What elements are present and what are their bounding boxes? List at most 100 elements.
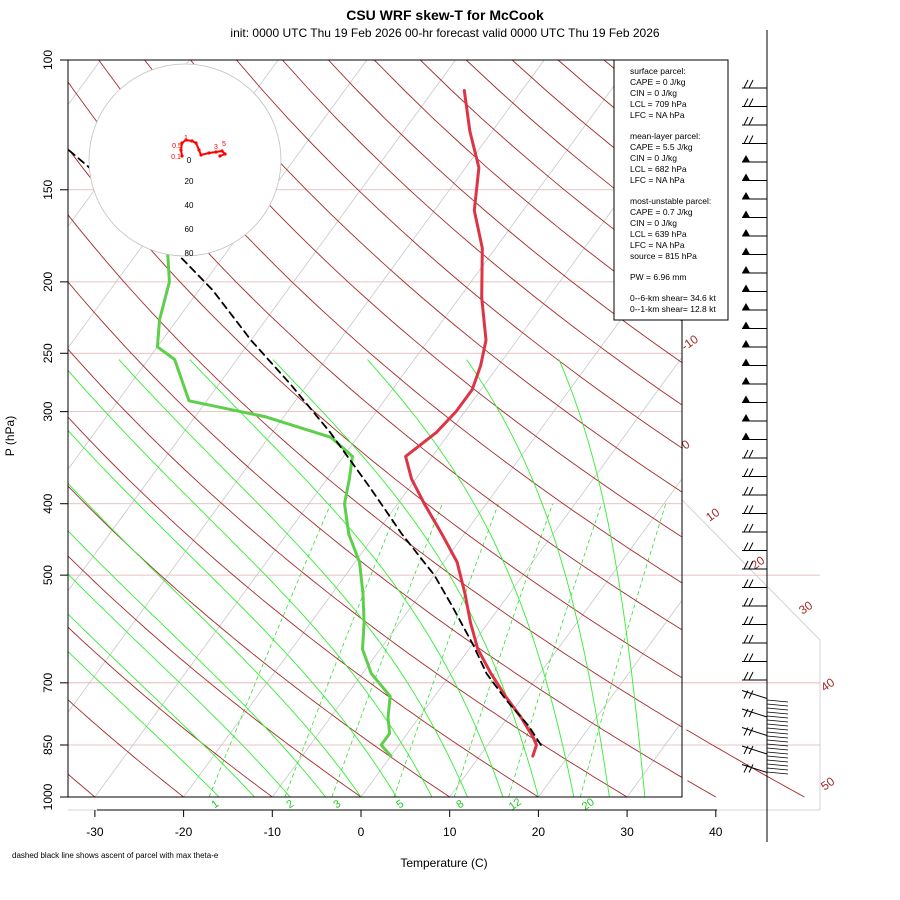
barb-pennant bbox=[742, 266, 750, 273]
hodograph-ring bbox=[88, 63, 282, 257]
info-shear-1: 0--1-km shear= 12.8 kt bbox=[630, 304, 716, 314]
barb-flag bbox=[743, 708, 749, 718]
wind-barb bbox=[742, 377, 767, 385]
barb-flag bbox=[743, 79, 749, 89]
moist-adiabat bbox=[118, 359, 468, 797]
hodograph-point-label: 0.1 bbox=[171, 154, 181, 161]
wind-barb bbox=[742, 671, 767, 681]
barb-flag bbox=[748, 116, 754, 126]
info-mu-5: source = 815 hPa bbox=[630, 251, 697, 261]
dry-adiabat-extension bbox=[686, 729, 805, 798]
wind-barb bbox=[741, 690, 768, 699]
barb-pennant bbox=[742, 229, 750, 236]
barb-pennant bbox=[742, 210, 750, 218]
barb-staff bbox=[741, 727, 768, 736]
mixing-ratio-line bbox=[284, 503, 401, 797]
barb-dense bbox=[766, 719, 789, 723]
moist-adiabat bbox=[68, 429, 397, 797]
wind-barb bbox=[742, 616, 767, 625]
wind-barb bbox=[742, 634, 767, 644]
hodograph-point bbox=[194, 141, 198, 145]
wind-barb bbox=[742, 358, 767, 366]
wind-barb bbox=[742, 468, 767, 477]
barb-dense bbox=[766, 739, 789, 743]
wind-barb bbox=[742, 247, 767, 255]
parcel-info-box: surface parcel: CAPE = 0 J/kg CIN = 0 J/… bbox=[613, 59, 729, 321]
barb-flag bbox=[743, 135, 749, 144]
chart-subtitle: init: 0000 UTC Thu 19 Feb 2026 00-hr for… bbox=[230, 26, 659, 40]
dewpoint-profile-line bbox=[155, 246, 393, 758]
barb-pennant bbox=[742, 358, 750, 366]
wind-barb bbox=[742, 542, 767, 551]
info-mu-3: LCL = 639 hPa bbox=[630, 229, 687, 239]
hodograph: 20 40 60 80 0 10.5 0.1 3 5 bbox=[88, 63, 282, 258]
barb-dense bbox=[766, 771, 789, 775]
barb-flag bbox=[748, 597, 754, 607]
moist-adiabat bbox=[68, 530, 326, 797]
x-tick-label: -30 bbox=[86, 825, 104, 839]
barb-dense bbox=[766, 759, 789, 763]
barb-flag bbox=[743, 505, 749, 514]
info-surface-3: LCL = 709 hPa bbox=[630, 99, 687, 109]
barb-dense bbox=[766, 735, 789, 739]
barb-flag bbox=[748, 98, 754, 107]
hodograph-ring-label: 80 bbox=[185, 249, 194, 258]
wind-barb bbox=[742, 449, 767, 459]
info-mean-layer-0: mean-layer parcel: bbox=[630, 131, 700, 141]
barb-dense bbox=[766, 727, 789, 731]
barb-dense bbox=[766, 715, 789, 719]
hodograph-point bbox=[199, 153, 203, 157]
dry-adiabat bbox=[68, 147, 682, 679]
y-tick-label: 100 bbox=[41, 50, 55, 70]
moist-adiabat bbox=[68, 482, 362, 797]
hodograph-point bbox=[179, 148, 183, 152]
wind-barb bbox=[742, 210, 767, 218]
mixing-ratio-label: 12 bbox=[507, 796, 524, 813]
barb-flag bbox=[748, 634, 754, 644]
barb-flag bbox=[743, 653, 749, 662]
barb-flag bbox=[748, 523, 754, 533]
info-surface-4: LFC = NA hPa bbox=[630, 110, 685, 120]
mixing-ratio-label: 5 bbox=[394, 798, 406, 811]
wind-barb bbox=[742, 135, 767, 144]
barb-flag bbox=[748, 560, 754, 570]
barb-dense bbox=[766, 743, 789, 747]
dry-adiabat bbox=[68, 281, 682, 778]
wind-barb bbox=[741, 708, 768, 718]
hodograph-center-label: 0 bbox=[187, 156, 192, 165]
barb-staff bbox=[741, 764, 768, 773]
dry-adiabat bbox=[144, 60, 682, 538]
chart-title: CSU WRF skew-T for McCook bbox=[346, 7, 544, 23]
hodograph-ring-label: 60 bbox=[185, 225, 194, 234]
hodograph-point bbox=[223, 152, 227, 156]
barb-dense bbox=[766, 707, 789, 711]
hodograph-point bbox=[180, 141, 184, 145]
wind-barb bbox=[742, 321, 767, 329]
info-mu-1: CAPE = 0.7 J/kg bbox=[630, 207, 693, 217]
hodograph-point-label: 0.5 bbox=[172, 143, 182, 150]
dry-adiabat bbox=[98, 60, 682, 584]
barb-flag bbox=[743, 671, 749, 681]
barb-pennant bbox=[742, 155, 750, 162]
y-tick-label: 400 bbox=[41, 493, 55, 513]
wind-barb bbox=[741, 727, 768, 736]
barb-flag bbox=[748, 486, 754, 496]
barb-dense bbox=[766, 763, 789, 767]
moist-adiabat bbox=[68, 369, 433, 797]
barb-pennant bbox=[742, 321, 750, 329]
wind-barb bbox=[742, 432, 767, 440]
isotherm-line bbox=[68, 60, 545, 714]
wind-barb bbox=[742, 303, 767, 311]
mixing-ratio-label: 1 bbox=[209, 798, 221, 811]
mixing-ratio-label: 8 bbox=[454, 798, 466, 811]
barb-dense bbox=[766, 703, 789, 707]
barb-dense bbox=[766, 751, 789, 755]
dry-adiabat bbox=[68, 81, 682, 631]
mixing-ratio-label: 2 bbox=[284, 798, 296, 811]
barb-flag bbox=[743, 634, 749, 644]
wind-barb bbox=[742, 653, 767, 662]
wind-barb bbox=[742, 597, 767, 607]
barb-flag bbox=[748, 135, 754, 144]
x-tick-label: 0 bbox=[358, 825, 365, 839]
